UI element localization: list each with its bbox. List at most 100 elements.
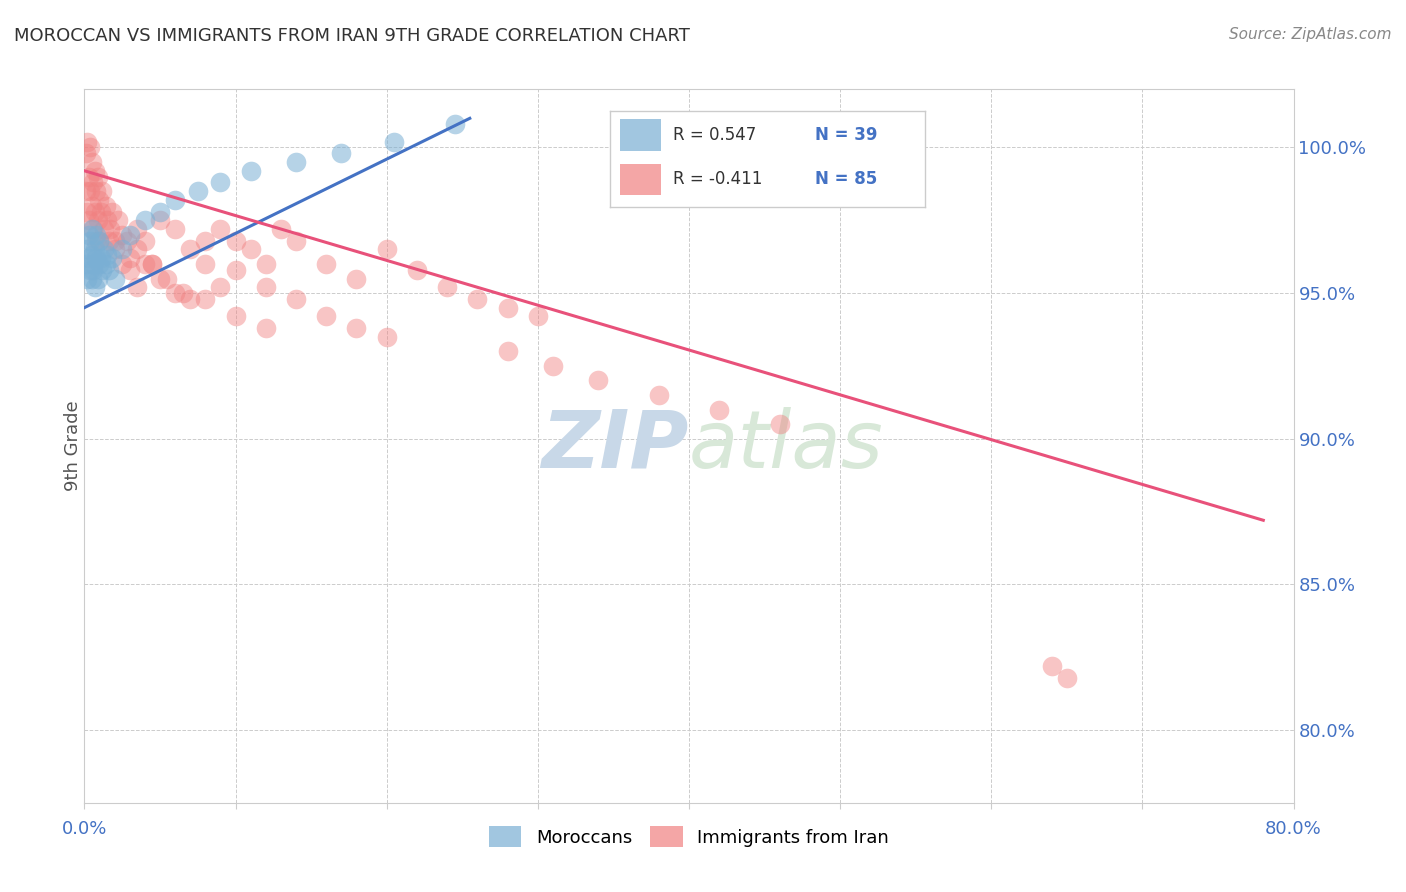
Point [285,234,308,248]
Point [149,204,172,219]
Point [165,286,187,301]
Point [75,257,97,271]
Point [285,155,308,169]
Point [225,310,247,324]
Point [156,271,179,285]
Point [80,271,103,285]
Point [496,301,519,315]
Point [541,359,564,373]
Point [79,262,101,277]
Point [84,243,107,257]
Point [90,251,112,265]
Point [86,184,108,198]
Point [75,146,97,161]
Point [134,213,156,227]
Point [100,204,122,219]
Point [87,271,110,285]
Point [209,280,232,294]
Point [194,292,217,306]
Point [80,155,103,169]
Point [1056,671,1078,685]
Point [97,262,120,277]
Point [270,222,292,236]
Point [179,243,201,257]
Point [527,310,550,324]
Legend: Moroccans, Immigrants from Iran: Moroccans, Immigrants from Iran [482,819,896,855]
Point [89,234,111,248]
Point [172,286,194,301]
Point [330,146,353,161]
Y-axis label: 9th Grade: 9th Grade [65,401,82,491]
Point [76,135,98,149]
Text: 0.0%: 0.0% [62,821,107,838]
Point [165,222,187,236]
Point [79,184,101,198]
Point [209,175,232,189]
Point [239,243,262,257]
Point [165,193,187,207]
Point [84,204,107,219]
Point [80,199,103,213]
Point [315,257,337,271]
Point [77,169,100,184]
Point [111,227,134,242]
Point [90,204,112,219]
Point [107,213,129,227]
Point [496,344,519,359]
Point [82,257,104,271]
Point [82,262,104,277]
Point [86,234,108,248]
Point [89,234,111,248]
Point [648,388,671,402]
Point [89,193,111,207]
Point [94,199,117,213]
Point [443,117,465,131]
Point [254,280,277,294]
Text: 80.0%: 80.0% [1265,821,1322,838]
Point [91,184,114,198]
Point [93,243,115,257]
Point [141,257,163,271]
Point [149,271,172,285]
Point [86,251,108,265]
Point [179,292,201,306]
Point [141,257,163,271]
Point [225,262,247,277]
Point [467,292,489,306]
Point [77,251,100,265]
Point [382,135,405,149]
Point [194,234,217,248]
Point [709,402,731,417]
Point [239,163,262,178]
Text: atlas: atlas [689,407,884,485]
Point [115,234,138,248]
Point [346,271,368,285]
Point [104,271,127,285]
Point [91,262,114,277]
Point [84,280,107,294]
Point [76,204,98,219]
Point [225,234,247,248]
Point [80,222,103,236]
Point [118,262,141,277]
Point [77,227,100,242]
Point [104,243,127,257]
Point [149,213,172,227]
Point [104,234,127,248]
Point [82,222,104,236]
Point [118,227,141,242]
Point [80,248,103,262]
Point [375,330,398,344]
Point [79,234,101,248]
Point [97,234,120,248]
Point [84,163,107,178]
Point [375,243,398,257]
Point [285,292,308,306]
Point [86,227,108,242]
Point [87,213,110,227]
Point [134,257,156,271]
Point [75,184,97,198]
Point [769,417,792,432]
Point [87,169,110,184]
Point [209,222,232,236]
